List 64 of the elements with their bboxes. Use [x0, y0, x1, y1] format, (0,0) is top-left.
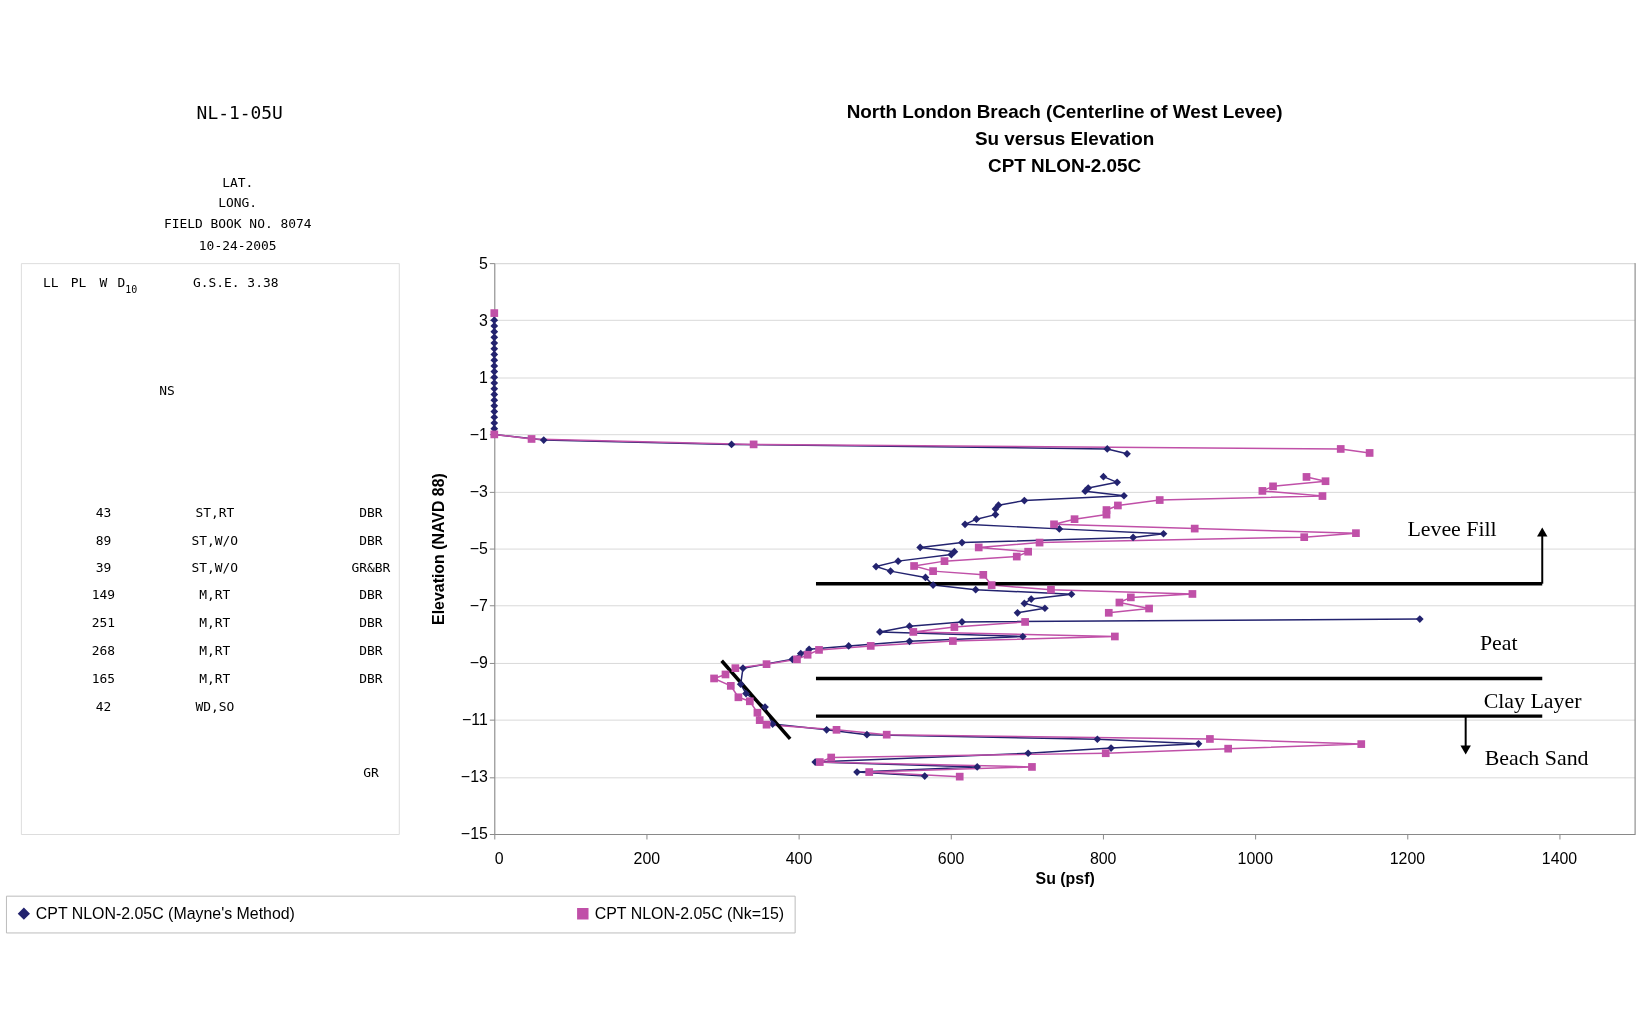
x-tick-label: 800 [1089, 850, 1117, 868]
text: 165 [91, 670, 116, 686]
text: DBR [359, 504, 383, 520]
y-tick-label: −11 [462, 711, 488, 729]
text: NL-1-05U [196, 101, 283, 123]
text: M,RT [199, 642, 231, 658]
text: 251 [91, 615, 116, 631]
text: LAT. [222, 174, 254, 190]
x-axis-title: Su (psf) [1035, 870, 1095, 888]
text: NS [159, 383, 175, 399]
text: GR [363, 765, 379, 781]
text: D [117, 275, 126, 291]
text: DBR [359, 587, 383, 603]
y-tick-label: −1 [469, 425, 488, 443]
x-tick-label: 1200 [1389, 850, 1426, 868]
y-tick-label: 5 [478, 254, 488, 272]
text: FIELD BOOK NO. 8074 [163, 216, 312, 232]
annotation: Clay Layer [1483, 688, 1583, 713]
y-tick-label: −13 [460, 768, 488, 786]
y-tick-label: −5 [469, 540, 488, 558]
text: 43 [95, 504, 112, 520]
x-tick-label: 400 [785, 850, 813, 868]
x-tick-label: 600 [937, 850, 965, 868]
legend-label: CPT NLON-2.05C (Nk=15) [594, 904, 785, 922]
text: DBR [359, 642, 383, 658]
x-tick-label: 1000 [1237, 850, 1274, 868]
annotation: Levee Fill [1407, 516, 1497, 541]
y-tick-label: −9 [469, 654, 488, 672]
text: ST,W/O [191, 532, 239, 548]
text: ST,W/O [191, 560, 239, 576]
text: 149 [91, 587, 116, 603]
text: 39 [95, 560, 112, 576]
text: W [99, 275, 108, 291]
x-tick-label: 1400 [1541, 850, 1578, 868]
chart-title: North London Breach (Centerline of West Levee) Su versus Elevation CPT NLON-2.05C [846, 100, 1283, 176]
legend-label: CPT NLON-2.05C (Mayne's Method) [35, 904, 295, 922]
y-tick-label: 3 [478, 311, 488, 329]
text: 10-24-2005 [198, 238, 277, 254]
text: 89 [95, 532, 112, 548]
y-axis-title: Elevation (NAVD 88) [429, 473, 447, 625]
annotation: Beach Sand [1484, 746, 1589, 771]
text: GR&BR [351, 560, 391, 576]
text: 268 [91, 642, 116, 658]
text: DBR [359, 670, 383, 686]
y-tick-label: −3 [469, 482, 488, 500]
text: ST,RT [195, 504, 235, 520]
text: M,RT [199, 587, 231, 603]
text: DBR [359, 532, 383, 548]
text: LL [42, 275, 59, 291]
text: M,RT [199, 670, 231, 686]
text: WD,SO [195, 698, 235, 714]
annotation: Peat [1479, 631, 1518, 656]
y-tick-label: 1 [478, 368, 488, 386]
x-tick-label: 0 [494, 850, 504, 868]
text: PL [70, 275, 87, 291]
text: DBR [359, 615, 383, 631]
x-tick-label: 200 [633, 850, 661, 868]
text: M,RT [199, 615, 231, 631]
text: LONG. [218, 195, 258, 211]
text: 10 [125, 283, 138, 295]
text: 42 [95, 698, 112, 714]
y-tick-label: −15 [460, 825, 488, 843]
text: G.S.E. 3.38 [192, 275, 279, 291]
y-tick-label: −7 [469, 597, 488, 615]
